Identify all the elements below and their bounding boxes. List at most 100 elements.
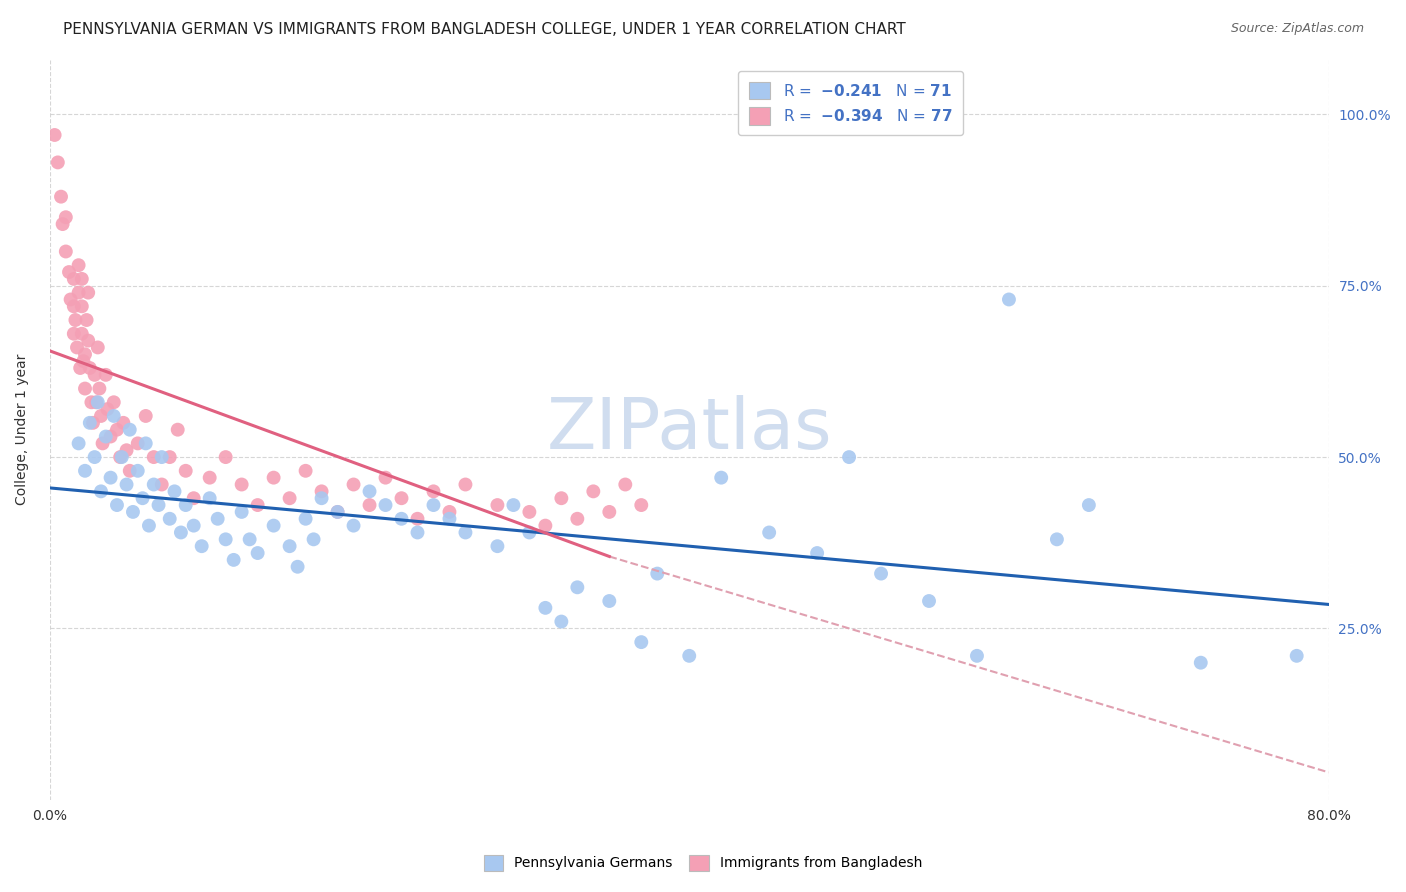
Point xyxy=(70,272,93,286)
Point xyxy=(103,409,125,423)
Point xyxy=(645,566,668,581)
Point xyxy=(422,484,444,499)
Point xyxy=(1077,498,1099,512)
Point xyxy=(391,512,413,526)
Point xyxy=(278,539,301,553)
Point xyxy=(46,155,69,169)
Point xyxy=(112,416,135,430)
Point xyxy=(83,368,105,382)
Point xyxy=(122,505,145,519)
Point xyxy=(406,525,429,540)
Point xyxy=(70,326,93,341)
Point xyxy=(1189,656,1212,670)
Point xyxy=(870,566,893,581)
Point xyxy=(127,436,149,450)
Point xyxy=(58,265,80,279)
Point xyxy=(142,450,165,464)
Point xyxy=(94,368,117,382)
Point xyxy=(630,498,652,512)
Point xyxy=(135,436,157,450)
Point xyxy=(77,334,100,348)
Point xyxy=(87,341,110,355)
Point xyxy=(105,423,128,437)
Point xyxy=(598,594,620,608)
Point xyxy=(103,395,125,409)
Point xyxy=(486,498,509,512)
Point xyxy=(115,443,138,458)
Point xyxy=(534,600,557,615)
Point xyxy=(567,580,589,594)
Point xyxy=(62,326,84,341)
Point xyxy=(263,470,285,484)
Text: PENNSYLVANIA GERMAN VS IMMIGRANTS FROM BANGLADESH COLLEGE, UNDER 1 YEAR CORRELAT: PENNSYLVANIA GERMAN VS IMMIGRANTS FROM B… xyxy=(63,22,905,37)
Legend: Pennsylvania Germans, Immigrants from Bangladesh: Pennsylvania Germans, Immigrants from Ba… xyxy=(478,849,928,876)
Text: Source: ZipAtlas.com: Source: ZipAtlas.com xyxy=(1230,22,1364,36)
Point xyxy=(439,505,461,519)
Point xyxy=(1285,648,1308,663)
Point xyxy=(65,313,87,327)
Point xyxy=(374,498,396,512)
Point xyxy=(326,505,349,519)
Point xyxy=(135,409,157,423)
Point xyxy=(44,128,66,142)
Point xyxy=(198,491,221,506)
Point xyxy=(166,423,188,437)
Point xyxy=(806,546,828,560)
Point xyxy=(76,313,98,327)
Point xyxy=(454,477,477,491)
Point xyxy=(49,189,72,203)
Point xyxy=(231,477,253,491)
Point xyxy=(131,491,153,506)
Point xyxy=(614,477,637,491)
Point xyxy=(90,409,112,423)
Point xyxy=(263,518,285,533)
Point xyxy=(374,470,396,484)
Point xyxy=(246,546,269,560)
Point xyxy=(79,416,101,430)
Point xyxy=(127,464,149,478)
Point xyxy=(174,498,197,512)
Point xyxy=(598,505,620,519)
Point xyxy=(342,518,364,533)
Point xyxy=(246,498,269,512)
Point xyxy=(183,518,205,533)
Point xyxy=(66,341,89,355)
Point xyxy=(73,382,96,396)
Point xyxy=(82,416,104,430)
Point xyxy=(359,484,381,499)
Point xyxy=(174,464,197,478)
Point xyxy=(159,450,181,464)
Point xyxy=(190,539,212,553)
Point xyxy=(69,361,91,376)
Point xyxy=(519,505,541,519)
Point xyxy=(159,512,181,526)
Point xyxy=(170,525,193,540)
Point xyxy=(582,484,605,499)
Point xyxy=(67,436,90,450)
Point xyxy=(966,648,988,663)
Point xyxy=(550,615,572,629)
Point xyxy=(150,477,173,491)
Point xyxy=(118,423,141,437)
Point xyxy=(231,505,253,519)
Point xyxy=(73,347,96,361)
Point xyxy=(55,211,77,225)
Point xyxy=(62,299,84,313)
Point xyxy=(502,498,524,512)
Point xyxy=(100,470,122,484)
Point xyxy=(550,491,572,506)
Y-axis label: College, Under 1 year: College, Under 1 year xyxy=(15,354,30,506)
Point xyxy=(342,477,364,491)
Point xyxy=(108,450,131,464)
Point xyxy=(198,470,221,484)
Point xyxy=(59,293,82,307)
Point xyxy=(1046,533,1069,547)
Point xyxy=(73,464,96,478)
Point xyxy=(52,217,75,231)
Point xyxy=(294,512,316,526)
Point xyxy=(79,361,101,376)
Point xyxy=(80,395,103,409)
Point xyxy=(70,299,93,313)
Point xyxy=(710,470,733,484)
Point xyxy=(94,429,117,443)
